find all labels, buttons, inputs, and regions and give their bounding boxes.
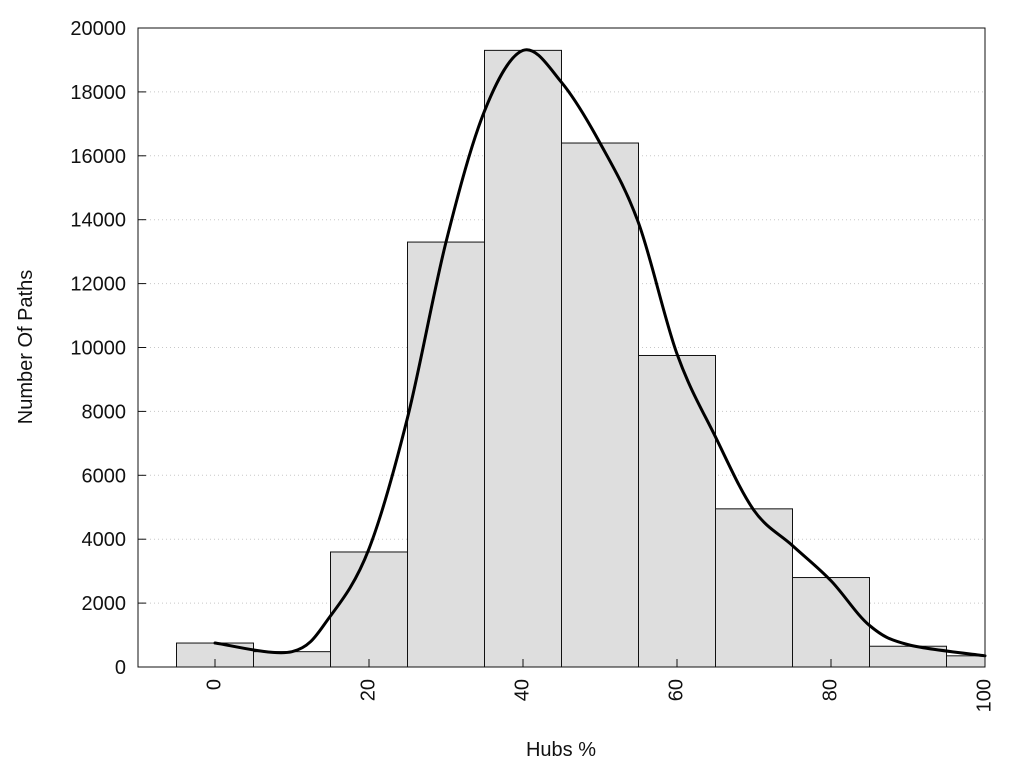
histogram-bar — [792, 577, 870, 668]
x-tick-label: 60 — [665, 679, 687, 701]
histogram-bar — [715, 508, 793, 668]
x-tick-label: 20 — [357, 679, 379, 701]
x-tick-label: 100 — [973, 679, 995, 712]
x-axis-ticks: 0 20 40 60 80 100 — [203, 659, 995, 712]
curve-layer — [213, 48, 987, 658]
y-tick-label: 10000 — [70, 338, 126, 360]
x-tick-label: 80 — [819, 679, 841, 701]
y-tick-label: 2000 — [82, 593, 127, 615]
histogram-bar — [407, 241, 485, 668]
y-tick-label: 18000 — [70, 82, 126, 104]
y-tick-label: 20000 — [70, 18, 126, 40]
y-tick-label: 0 — [115, 657, 126, 679]
y-tick-label: 14000 — [70, 210, 126, 232]
x-tick-label: 40 — [511, 679, 533, 701]
x-axis-label: Hubs % — [526, 739, 596, 761]
y-axis-label: Number Of Paths — [15, 270, 37, 425]
y-tick-label: 8000 — [82, 401, 127, 423]
histogram-bar — [561, 142, 639, 668]
y-tick-label: 6000 — [82, 465, 127, 487]
x-tick-label: 0 — [203, 679, 225, 690]
y-tick-label: 12000 — [70, 274, 126, 296]
y-tick-label: 4000 — [82, 529, 127, 551]
density-curve — [213, 48, 987, 658]
histogram-bar — [484, 49, 562, 668]
histogram-bar — [330, 551, 408, 668]
histogram-bar — [946, 655, 986, 668]
y-axis-ticks: 0 2000 4000 6000 8000 10000 12000 14000 16000 180… — [70, 18, 146, 679]
bars-layer — [176, 49, 986, 668]
y-tick-label: 16000 — [70, 146, 126, 168]
histogram-bar — [638, 354, 716, 668]
histogram-bar — [253, 651, 331, 668]
